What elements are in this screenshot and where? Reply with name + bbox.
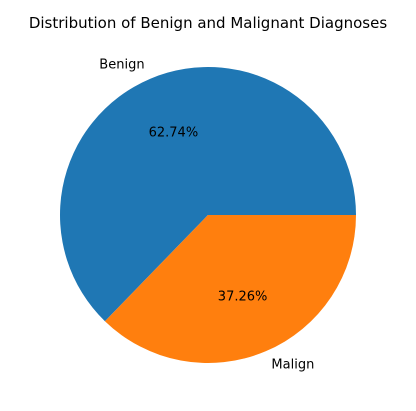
pct-label-benign: 62.74%	[149, 126, 199, 141]
slice-label-benign: Benign	[99, 58, 144, 73]
pie-slice-malign	[104, 215, 357, 363]
pie-slice-benign	[60, 67, 356, 322]
slice-label-malign: Malign	[271, 357, 314, 372]
pie-slices	[60, 67, 357, 363]
pct-label-malign: 37.26%	[218, 289, 268, 304]
pie-labels: Benign 62.74% Malign 37.26%	[99, 58, 314, 373]
chart-title: Distribution of Benign and Malignant Dia…	[29, 14, 387, 32]
